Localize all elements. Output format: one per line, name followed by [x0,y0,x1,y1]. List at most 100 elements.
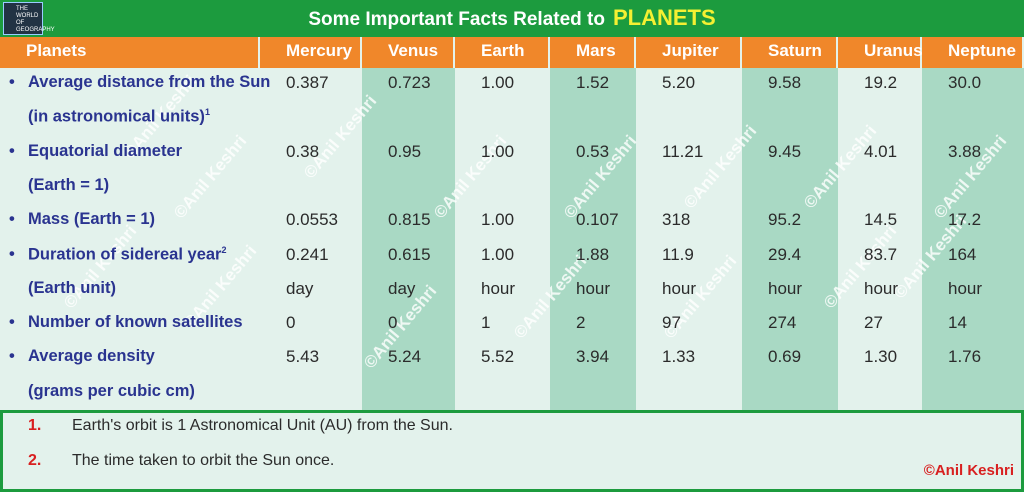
cell-unit: hour [481,278,516,298]
note-ref: 1 [204,107,210,118]
cell-value: 0.387 [286,73,329,92]
cell-value: 29.4 [768,244,802,264]
title: Some Important Facts Related to PLANETS [0,5,1024,31]
footnote-number: 2. [28,452,42,469]
cell-value: 0.723 [388,73,431,92]
column-header: Earth [455,37,550,68]
row-label-text: (Earth unit) [28,278,116,297]
row-label-text: Equatorial diameter [28,141,183,160]
cell-unit: day [286,278,314,298]
cell-value: 0.0553 [286,210,338,230]
cell-unit: hour [576,278,611,298]
cell-value: 14 [948,313,967,333]
cell-value: 1.00 [481,210,515,230]
column-bg [636,68,742,410]
cell-value: 95.2 [768,210,802,230]
title-text: Some Important Facts Related to [308,9,605,30]
row-label-text: (in astronomical units) [28,107,205,126]
cell-value: 17.2 [948,210,982,230]
cell-value: 5.43 [286,347,320,367]
column-bg [742,68,838,410]
cell-unit: day [388,278,416,298]
cell-value: 318 [662,210,691,230]
column-bg [455,68,550,410]
cell-unit: hour [662,278,697,298]
row-label: Average distance from the Sun [9,73,271,92]
note-ref: 2 [221,244,227,255]
cell-value: 14.5 [864,210,898,230]
cell-value: 0.615 [388,244,431,264]
row-label: Number of known satellites [9,313,243,332]
logo: THE WORLD OF GEOGRAPHY [3,2,55,35]
cell-value: 0.38 [286,141,320,161]
footnote-text: Earth's orbit is 1 Astronomical Unit (AU… [72,417,453,434]
column-header: Venus [362,37,455,68]
cell-value: 3.88 [948,141,982,161]
footer [0,410,1024,492]
footnote-number: 1. [28,417,42,434]
cell-value: 9.58 [768,73,802,92]
column-header: Mercury [260,37,362,68]
cell-value: 5.20 [662,73,696,92]
cell-value: 0 [388,313,398,333]
row-label: (Earth = 1) [28,176,109,195]
cell-value: 30.0 [948,73,982,92]
cell-unit: hour [864,278,899,298]
cell-value: 83.7 [864,244,898,264]
cell-value: 1.76 [948,347,982,367]
row-label: Equatorial diameter [9,141,183,161]
cell-value: 1.33 [662,347,696,367]
row-label: Duration of sidereal year2 [9,244,227,265]
cell-value: 5.24 [388,347,422,367]
row-label: Mass (Earth = 1) [9,210,156,229]
column-bg [922,68,1024,410]
column-header: Neptune [922,37,1024,68]
cell-value: 1.30 [864,347,898,367]
cell-value: 1.00 [481,244,515,264]
row-label-text: Mass (Earth = 1) [28,210,156,229]
cell-value: 0 [286,313,296,333]
cell-value: 0.69 [768,347,802,367]
cell-value: 97 [662,313,681,333]
row-label: (in astronomical units)1 [28,107,210,127]
row-label: (grams per cubic cm) [28,382,195,401]
cell-value: 1.52 [576,73,610,92]
column-header: Planets [0,37,260,68]
row-label-text: Number of known satellites [28,313,243,332]
cell-value: 164 [948,244,977,264]
cell-value: 0.241 [286,244,329,264]
cell-value: 0.53 [576,141,610,161]
cell-value: 5.52 [481,347,515,367]
cell-value: 0.107 [576,210,619,230]
cell-value: 19.2 [864,73,898,92]
cell-unit: hour [768,278,803,298]
column-bg [838,68,922,410]
cell-value: 4.01 [864,141,898,161]
row-label-text: (grams per cubic cm) [28,381,195,400]
column-header: Mars [550,37,636,68]
row-label: Average density [9,347,155,366]
cell-value: 0.815 [388,210,431,230]
cell-value: 11.21 [662,141,704,161]
row-label-text: Average distance from the Sun [28,73,271,91]
column-header: Jupiter [636,37,742,68]
row-label-text: (Earth = 1) [28,175,110,194]
cell-unit: hour [948,278,983,298]
cell-value: 27 [864,313,883,333]
cell-value: 9.45 [768,141,802,161]
cell-value: 11.9 [662,244,694,264]
column-header: Saturn [742,37,838,68]
row-label: (Earth unit) [28,279,116,298]
cell-value: 1 [481,313,491,333]
column-bg [550,68,636,410]
cell-value: 1.00 [481,141,515,161]
column-bg [362,68,455,410]
column-bg [260,68,362,410]
cell-value: 1.88 [576,244,610,264]
cell-value: 0.95 [388,141,422,161]
row-label-text: Average density [28,347,155,366]
cell-value: 2 [576,313,586,333]
credit: ©Anil Keshri [923,462,1014,479]
cell-value: 3.94 [576,347,610,367]
